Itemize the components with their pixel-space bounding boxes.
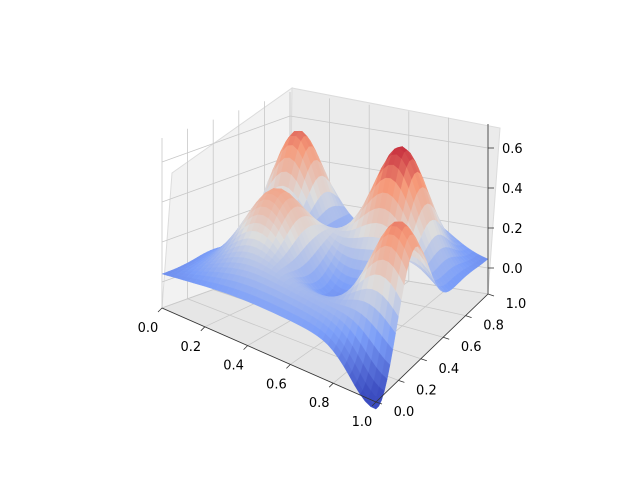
x-tick-mark (158, 308, 162, 312)
y-tick-label: 0.8 (483, 319, 504, 334)
x-tick-mark (286, 364, 290, 368)
z-tick-label: 0.2 (502, 222, 523, 237)
x-tick-mark (201, 327, 205, 331)
y-tick-label: 0.2 (416, 383, 437, 398)
y-tick-label: 0.0 (394, 405, 415, 420)
y-tick-mark (398, 380, 404, 382)
x-tick-label: 0.8 (309, 396, 330, 411)
x-tick-label: 1.0 (352, 415, 373, 430)
x-tick-mark (244, 346, 248, 350)
x-tick-label: 0.4 (223, 359, 244, 374)
y-tick-label: 0.4 (438, 362, 459, 377)
y-tick-mark (466, 316, 472, 318)
x-tick-mark (329, 383, 333, 387)
x-tick-label: 0.2 (180, 340, 201, 355)
z-tick-label: 0.4 (502, 182, 523, 197)
y-tick-label: 1.0 (506, 297, 527, 312)
z-tick-label: 0.0 (502, 262, 523, 277)
y-tick-mark (443, 337, 449, 339)
x-tick-label: 0.0 (138, 321, 159, 336)
y-tick-mark (488, 294, 494, 296)
z-tick-label: 0.6 (502, 142, 523, 157)
y-tick-mark (421, 359, 427, 361)
y-tick-label: 0.6 (461, 340, 482, 355)
x-tick-label: 0.6 (266, 377, 287, 392)
